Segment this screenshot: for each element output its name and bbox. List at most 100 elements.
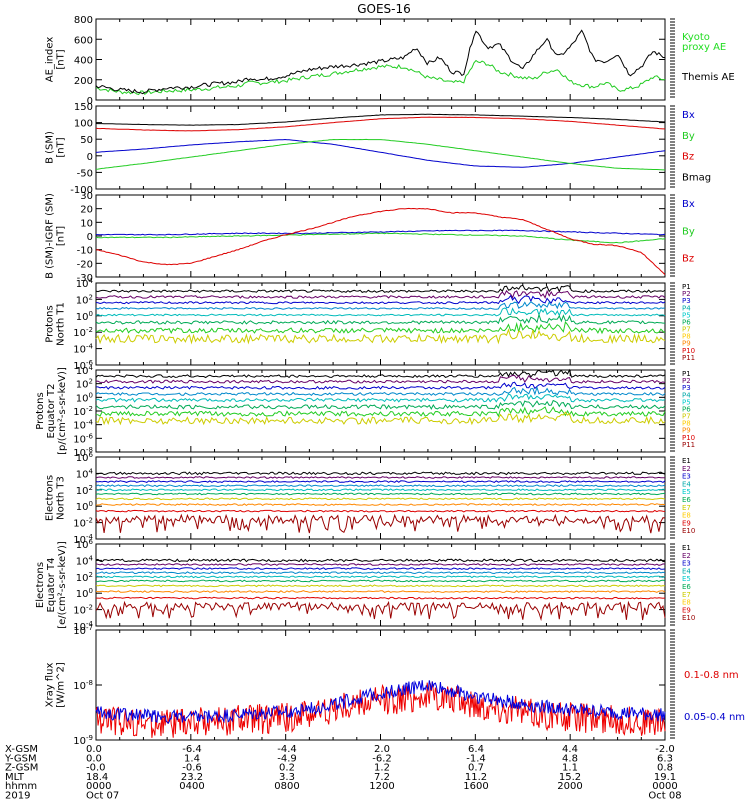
legend-entry: E7 bbox=[682, 591, 691, 599]
series-line-P5 bbox=[95, 307, 666, 317]
y-tick-label: 10-4 bbox=[73, 419, 93, 432]
footer-cell: 0000 bbox=[86, 781, 111, 792]
series-line-P5 bbox=[95, 393, 666, 403]
y-tick-label: 10-2 bbox=[73, 326, 93, 339]
y-axis-label: Equator T4 bbox=[46, 558, 57, 613]
legend-entry: Bmag bbox=[682, 172, 711, 183]
y-tick-label: 10-2 bbox=[73, 604, 93, 617]
series-line-E4 bbox=[95, 571, 666, 575]
legend-entry: E10 bbox=[682, 614, 695, 622]
series-line-E5 bbox=[95, 488, 666, 492]
panel-frame bbox=[95, 18, 666, 101]
y-axis-label: Protons bbox=[45, 305, 56, 342]
series-line-P8 bbox=[95, 328, 666, 345]
footer-row-label: Z-GSM bbox=[5, 763, 38, 774]
y-axis-label: B (SM) bbox=[45, 131, 56, 164]
y-axis-label: Xray flux bbox=[45, 663, 56, 708]
panel-xray: 10-7 10-8 10-9 Xray flux [W/m^2] 0.1-0.8 nm 0.… bbox=[45, 624, 746, 747]
legend-entry: P11 bbox=[682, 354, 695, 362]
legend-entry: Kyoto bbox=[682, 32, 710, 43]
footer-cell: 2000 bbox=[557, 781, 582, 792]
footer-cell: 0000 bbox=[652, 781, 677, 792]
footer-row-label: Y-GSM bbox=[4, 753, 37, 764]
y-tick-label: 102 bbox=[76, 571, 93, 584]
y-tick-label: 10-7 bbox=[73, 624, 93, 637]
y-tick-label: -100 bbox=[70, 185, 93, 196]
panel-b_sm: 150 100 50 0 -50 -100 B (SM) [nT] Bx By Bz Bmag bbox=[45, 102, 712, 196]
y-axis-label: Electrons bbox=[35, 562, 46, 608]
y-tick-label: 10 bbox=[80, 218, 93, 229]
series-line-Kyoto-proxy-AE bbox=[95, 59, 666, 96]
y-tick-label: 200 bbox=[74, 76, 93, 87]
legend-entry: Bx bbox=[682, 110, 695, 121]
footer-cell: 0.0 bbox=[86, 753, 102, 764]
series-line-Bz bbox=[95, 207, 666, 275]
footer-cell: -4.4 bbox=[277, 744, 297, 755]
series-line-E7 bbox=[95, 584, 666, 588]
y-axis-label: Protons bbox=[35, 392, 46, 429]
legend-entry: P3 bbox=[682, 297, 691, 305]
series-line-E1 bbox=[95, 558, 666, 563]
panel-frame bbox=[95, 629, 666, 741]
series-line-Bx bbox=[95, 138, 666, 168]
panel-b_diff: 30 20 10 0 -10 -20 -30 B (SM)-IGRF (SM) [nT] Bx By… bbox=[45, 191, 695, 284]
legend-entry: E2 bbox=[682, 465, 691, 473]
legend-entry: Themis AE bbox=[681, 72, 735, 83]
y-tick-label: 800 bbox=[74, 15, 93, 26]
legend-entry: 0.05-0.4 nm bbox=[684, 712, 745, 723]
legend-entry: P2 bbox=[682, 377, 691, 385]
footer-cell: 15.2 bbox=[559, 772, 581, 783]
footer-cell: -2.0 bbox=[655, 744, 675, 755]
footer-cell: 0800 bbox=[274, 781, 299, 792]
footer-cell: 23.2 bbox=[181, 772, 203, 783]
footer-cell: 6.3 bbox=[657, 753, 673, 764]
legend-entry: Bz bbox=[682, 152, 694, 163]
legend-entry: P11 bbox=[682, 441, 695, 449]
footer-cell: 1600 bbox=[463, 781, 488, 792]
y-tick-label: 50 bbox=[80, 135, 93, 146]
footer-cell: -1.4 bbox=[466, 753, 486, 764]
footer-cell: -4.9 bbox=[277, 753, 297, 764]
legend-entry: P5 bbox=[682, 311, 691, 319]
y-axis-label: [nT] bbox=[56, 226, 67, 246]
y-axis-label: North T3 bbox=[56, 476, 67, 520]
y-tick-label: 150 bbox=[74, 102, 93, 113]
legend-entry: P9 bbox=[682, 340, 691, 348]
footer-cell: -6.2 bbox=[372, 753, 392, 764]
legend-entry: P1 bbox=[682, 283, 691, 291]
legend-entry: P4 bbox=[682, 391, 691, 399]
footer-row-label: 2019 bbox=[5, 791, 30, 800]
y-tick-label: 10-6 bbox=[73, 432, 93, 445]
series-line-E2 bbox=[95, 563, 666, 566]
y-tick-label: -20 bbox=[77, 259, 93, 270]
y-tick-label: 106 bbox=[76, 451, 94, 464]
y-tick-label: 10-2 bbox=[73, 405, 93, 418]
footer-cell: 0.7 bbox=[468, 763, 484, 774]
footer-cell: 7.2 bbox=[374, 772, 390, 783]
y-tick-label: 10-8 bbox=[73, 679, 93, 692]
footer-cell: -0.6 bbox=[182, 763, 202, 774]
y-axis-label: [nT] bbox=[56, 49, 67, 69]
footer-cell: 1.4 bbox=[184, 753, 200, 764]
legend-entry: E9 bbox=[682, 519, 691, 527]
legend-entry: E4 bbox=[682, 480, 691, 488]
y-tick-label: -30 bbox=[77, 273, 93, 284]
footer-cell: -0.0 bbox=[86, 763, 106, 774]
y-tick-label: 104 bbox=[76, 277, 94, 290]
y-tick-label: 10-4 bbox=[73, 533, 93, 546]
panel-electrons_t4: 106 104 102 100 10-2 10-4 Electrons Equator T4[… bbox=[35, 538, 695, 633]
legend-entry: E10 bbox=[682, 527, 695, 535]
footer-cell: -6.4 bbox=[182, 744, 202, 755]
y-tick-label: 10-4 bbox=[73, 620, 93, 633]
footer-cell: 19.1 bbox=[654, 772, 676, 783]
series-line-P8 bbox=[95, 411, 666, 426]
series-line-Bz bbox=[95, 116, 665, 132]
legend-entry: P5 bbox=[682, 398, 691, 406]
series-line-E1 bbox=[95, 471, 666, 476]
y-axis-label: Electrons bbox=[45, 475, 56, 521]
legend-entry: P8 bbox=[682, 333, 691, 341]
series-line-E10 bbox=[95, 600, 666, 622]
